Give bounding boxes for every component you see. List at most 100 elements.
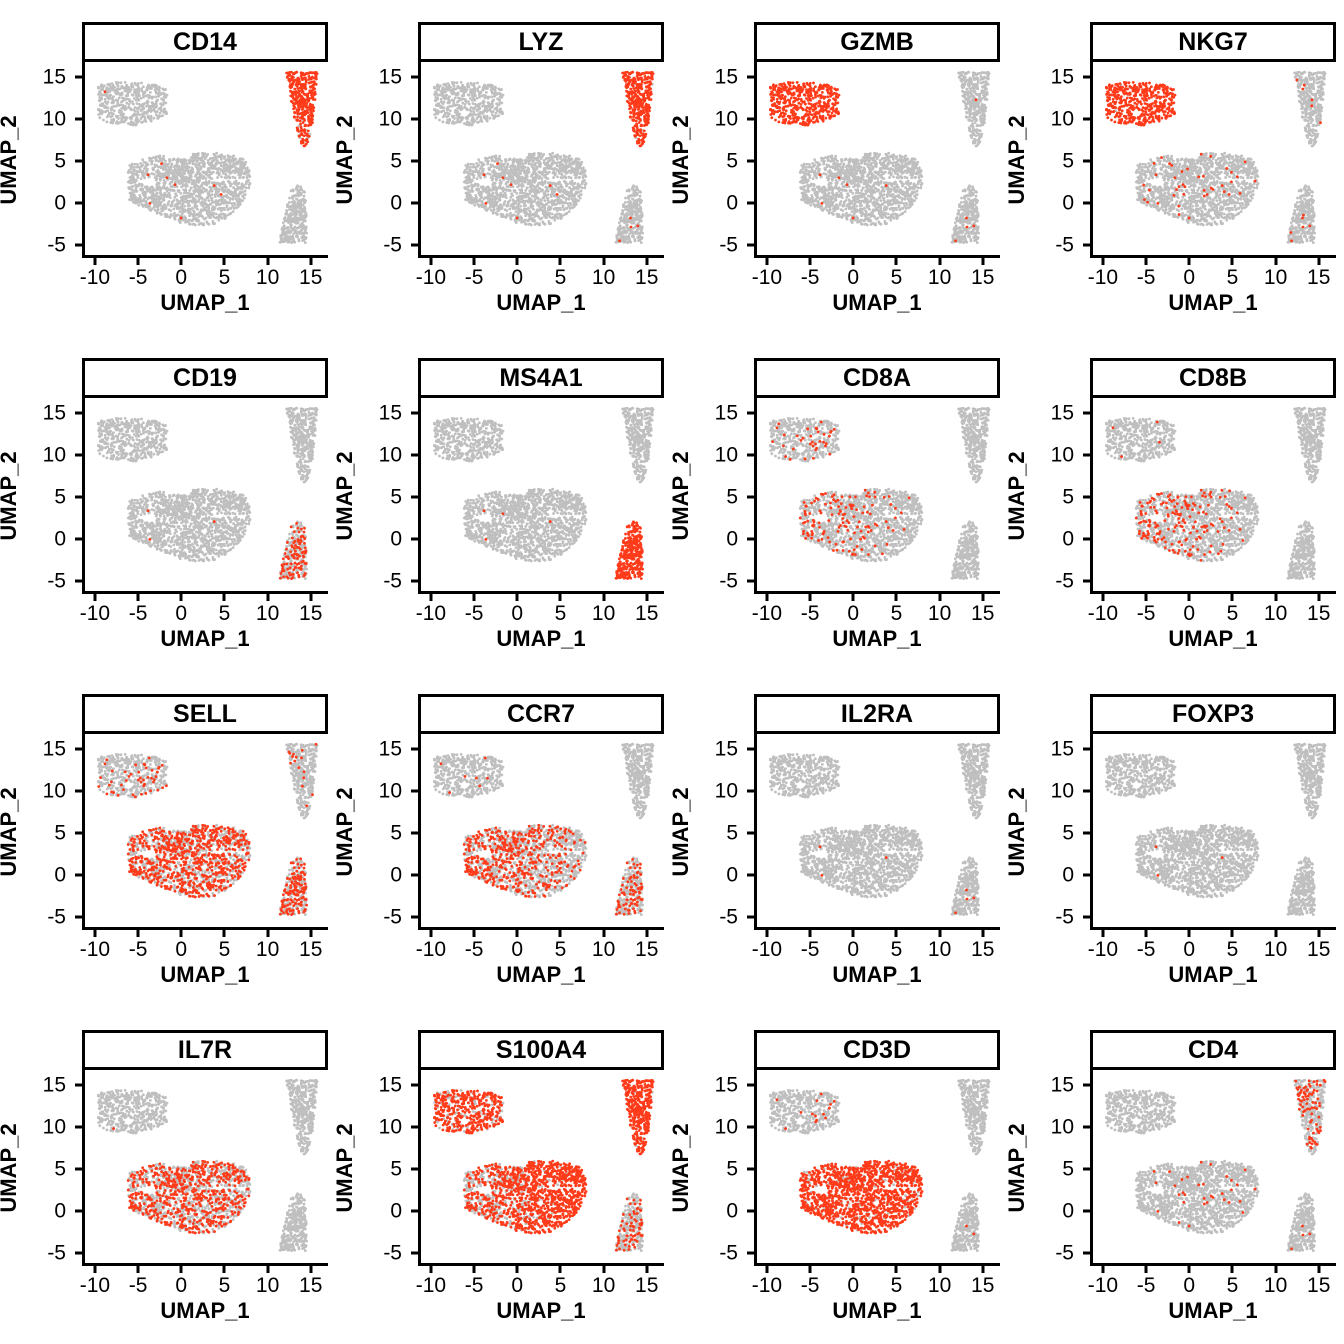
x-tick-mark: [309, 930, 313, 937]
scatter-canvas: [85, 1070, 328, 1263]
y-tick-label: -5: [47, 905, 66, 929]
y-tick-label: -5: [47, 1241, 66, 1265]
y-tick-mark: [411, 831, 418, 835]
plot-area: [754, 734, 1000, 930]
y-tick-mark: [747, 243, 754, 247]
y-tick-mark: [411, 1251, 418, 1255]
scatter-canvas: [421, 62, 664, 255]
x-tick-label: -5: [464, 266, 484, 289]
feature-panel-cd3d: CD3D UMAP_2 UMAP_1 15 10 5 0 -5 -10 -5 0 5 10 15: [668, 1008, 1008, 1344]
plot-area: [418, 62, 664, 258]
scatter-canvas: [1093, 398, 1336, 591]
panel-title-strip: NKG7: [1090, 22, 1336, 62]
feature-panel-sell: SELL UMAP_2 UMAP_1 15 10 5 0 -5 -10 -5 0 5 10 15: [0, 672, 336, 1008]
x-tick-mark: [136, 930, 140, 937]
x-axis-label: UMAP_1: [832, 1298, 922, 1323]
x-tick-label: -5: [800, 266, 820, 289]
y-tick-label: -5: [719, 1241, 738, 1265]
x-tick-mark: [894, 594, 898, 601]
y-tick-mark: [411, 789, 418, 793]
x-tick-mark: [1101, 594, 1105, 601]
y-tick-label: 0: [54, 863, 66, 887]
x-tick-mark: [645, 594, 649, 601]
y-tick-label: 15: [378, 737, 402, 761]
y-tick-mark: [747, 75, 754, 79]
y-tick-label: 0: [1062, 1199, 1074, 1223]
x-tick-label: 15: [299, 602, 323, 625]
y-tick-mark: [747, 1251, 754, 1255]
y-tick-label: -5: [1055, 905, 1074, 929]
scatter-canvas: [421, 734, 664, 927]
panel-title-strip: CD8A: [754, 358, 1000, 398]
x-tick-mark: [179, 930, 183, 937]
x-axis-label: UMAP_1: [496, 962, 586, 987]
x-tick-mark: [851, 1266, 855, 1273]
x-tick-label: 5: [218, 1274, 231, 1297]
y-tick-label: -5: [383, 569, 402, 593]
x-tick-label: 0: [847, 266, 860, 289]
x-axis-label: UMAP_1: [160, 962, 250, 987]
y-tick-label: 0: [54, 1199, 66, 1223]
y-tick-label: 15: [378, 401, 402, 425]
scatter-canvas: [757, 62, 1000, 255]
x-tick-mark: [1187, 594, 1191, 601]
x-tick-mark: [93, 594, 97, 601]
panel-title-strip: IL2RA: [754, 694, 1000, 734]
x-tick-mark: [93, 930, 97, 937]
y-tick-mark: [747, 411, 754, 415]
y-tick-mark: [411, 747, 418, 751]
x-tick-mark: [429, 930, 433, 937]
panel-title-strip: SELL: [82, 694, 328, 734]
y-tick-label: 0: [390, 191, 402, 215]
y-tick-mark: [1083, 495, 1090, 499]
scatter-canvas: [757, 398, 1000, 591]
y-tick-mark: [75, 831, 82, 835]
y-tick-mark: [1083, 453, 1090, 457]
x-tick-label: -5: [464, 938, 484, 961]
y-tick-label: -5: [719, 233, 738, 257]
x-tick-mark: [179, 1266, 183, 1273]
y-tick-label: 5: [54, 1157, 66, 1181]
x-tick-label: -10: [79, 266, 111, 289]
x-tick-mark: [938, 258, 942, 265]
x-tick-mark: [429, 594, 433, 601]
x-tick-label: 10: [255, 1274, 280, 1297]
y-tick-mark: [75, 117, 82, 121]
y-tick-label: 10: [1050, 107, 1074, 131]
y-tick-mark: [747, 579, 754, 583]
y-tick-mark: [411, 537, 418, 541]
scatter-canvas: [1093, 62, 1336, 255]
y-tick-label: -5: [719, 569, 738, 593]
x-tick-label: 15: [635, 938, 659, 961]
x-tick-mark: [558, 930, 562, 937]
y-tick-mark: [75, 411, 82, 415]
x-tick-label: 10: [591, 266, 616, 289]
feature-panel-lyz: LYZ UMAP_2 UMAP_1 15 10 5 0 -5 -10 -5 0 5 10 15: [332, 0, 672, 336]
y-tick-mark: [411, 1167, 418, 1171]
y-tick-mark: [411, 495, 418, 499]
feature-panel-gzmb: GZMB UMAP_2 UMAP_1 15 10 5 0 -5 -10 -5 0 5 10 15: [668, 0, 1008, 336]
y-tick-mark: [75, 1251, 82, 1255]
gene-title-ms4a1: MS4A1: [499, 363, 583, 392]
x-tick-label: 10: [591, 1274, 616, 1297]
y-tick-label: 15: [714, 401, 738, 425]
x-tick-label: -5: [1136, 1274, 1156, 1297]
x-tick-mark: [645, 1266, 649, 1273]
x-tick-mark: [1101, 258, 1105, 265]
x-tick-label: -10: [751, 1274, 783, 1297]
scatter-canvas: [85, 398, 328, 591]
x-tick-mark: [179, 594, 183, 601]
x-tick-label: 15: [299, 266, 323, 289]
y-tick-mark: [1083, 117, 1090, 121]
x-tick-mark: [1317, 930, 1321, 937]
plot-area: [418, 734, 664, 930]
x-tick-label: -10: [79, 938, 111, 961]
x-tick-mark: [266, 258, 270, 265]
y-tick-label: 0: [726, 527, 738, 551]
plot-area: [1090, 1070, 1336, 1266]
y-tick-label: 10: [1050, 1115, 1074, 1139]
y-tick-label: 5: [1062, 1157, 1074, 1181]
x-tick-label: 10: [255, 266, 280, 289]
x-tick-mark: [266, 594, 270, 601]
x-tick-label: 10: [927, 938, 952, 961]
